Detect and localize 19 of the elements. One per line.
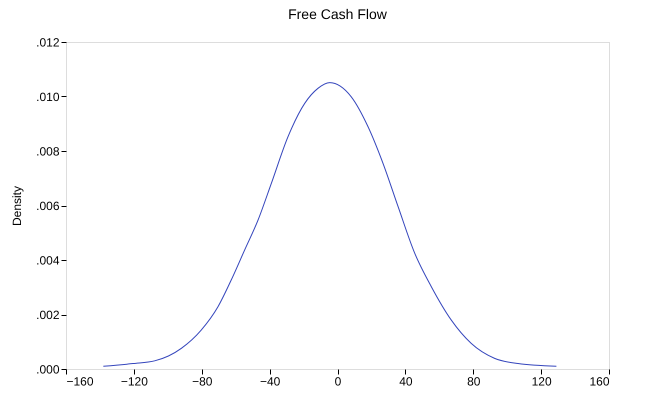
x-tick-label: 120 [532,374,552,388]
chart-title: Free Cash Flow [288,6,388,22]
y-tick-label: .008 [36,144,60,158]
y-tick-label: .012 [36,36,60,50]
y-tick-label: .002 [36,308,60,322]
x-tick-label: −80 [192,374,213,388]
x-tick-label: 0 [334,374,342,388]
y-axis-title: Density [10,186,24,226]
line-series [102,82,557,367]
y-tick-label: .006 [36,199,60,213]
x-tick-label: −160 [66,374,94,388]
y-tick-label: .004 [36,254,60,268]
x-tick-label: 40 [399,374,413,388]
y-tick-label: .010 [36,90,60,104]
x-tick-label: −40 [260,374,281,388]
y-tick-label: .000 [36,362,60,376]
x-tick-label: 160 [589,374,610,388]
x-tick-label: 80 [467,374,481,388]
x-tick-label: −120 [120,374,148,388]
